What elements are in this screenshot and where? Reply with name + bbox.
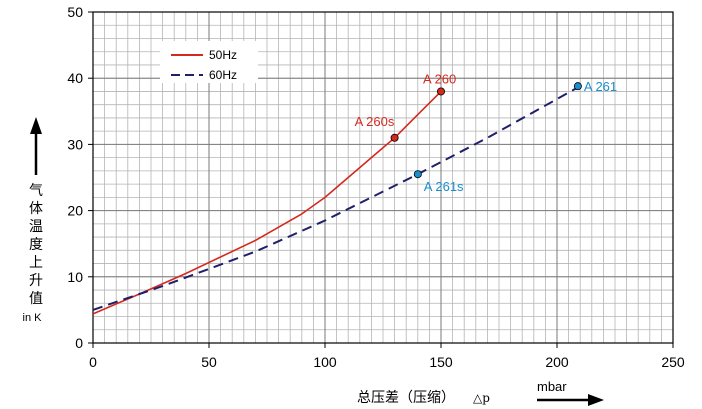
x-tick-label: 200 bbox=[545, 354, 569, 370]
annotations: A 260 A 260s A 261 A 261s bbox=[355, 71, 618, 194]
plot-frame bbox=[92, 11, 674, 344]
y-tick-label: 10 bbox=[67, 269, 83, 285]
y-label-char: 升 bbox=[29, 273, 43, 289]
x-label-text: 总压差（压缩） bbox=[357, 390, 455, 406]
x-tick-label: 150 bbox=[429, 354, 453, 370]
y-label-char: 温 bbox=[29, 219, 43, 235]
annotation-label: A 261 bbox=[584, 79, 617, 94]
legend-label-50hz: 50Hz bbox=[209, 48, 237, 62]
y-label-char: 上 bbox=[29, 255, 43, 271]
x-label-symbol: △p bbox=[473, 391, 490, 405]
annotation-label: A 261s bbox=[424, 179, 464, 194]
y-tick-label: 40 bbox=[67, 70, 83, 86]
y-arrow-head-icon bbox=[30, 117, 42, 134]
y-tick-label: 0 bbox=[75, 335, 83, 351]
series-line-50hz bbox=[93, 90, 442, 315]
y-label-char: 气 bbox=[29, 183, 43, 199]
axes: 0 50 100 150 200 250 0 10 20 30 40 50 bbox=[67, 4, 684, 370]
data-point-marker bbox=[436, 87, 445, 96]
x-arrow-head-icon bbox=[588, 394, 604, 406]
series-layer bbox=[93, 85, 581, 315]
x-tick-label: 100 bbox=[313, 354, 337, 370]
legend-label-60hz: 60Hz bbox=[209, 68, 237, 82]
legend: 50Hz 60Hz bbox=[160, 41, 258, 83]
data-point-marker bbox=[413, 170, 422, 179]
y-axis-label: 气 体 温 度 上 升 值 in K bbox=[23, 117, 43, 324]
series-line-60hz bbox=[93, 85, 581, 311]
y-unit-label: in K bbox=[23, 312, 43, 324]
annotation-label: A 260s bbox=[355, 114, 395, 129]
x-unit-label: mbar bbox=[537, 379, 567, 394]
y-label-char: 值 bbox=[29, 291, 43, 307]
x-tick-label: 50 bbox=[201, 354, 217, 370]
x-axis-label: 总压差（压缩） △p mbar bbox=[357, 379, 604, 406]
y-label-char: 体 bbox=[29, 201, 43, 217]
y-tick-label: 20 bbox=[67, 203, 83, 219]
x-tick-label: 250 bbox=[661, 354, 685, 370]
data-point-marker bbox=[390, 133, 399, 142]
y-tick-label: 30 bbox=[67, 136, 83, 152]
x-tick-label: 0 bbox=[89, 354, 97, 370]
y-tick-label: 50 bbox=[67, 4, 83, 20]
annotation-label: A 260 bbox=[423, 71, 456, 86]
y-label-char: 度 bbox=[29, 237, 43, 253]
data-point-marker bbox=[573, 82, 582, 91]
